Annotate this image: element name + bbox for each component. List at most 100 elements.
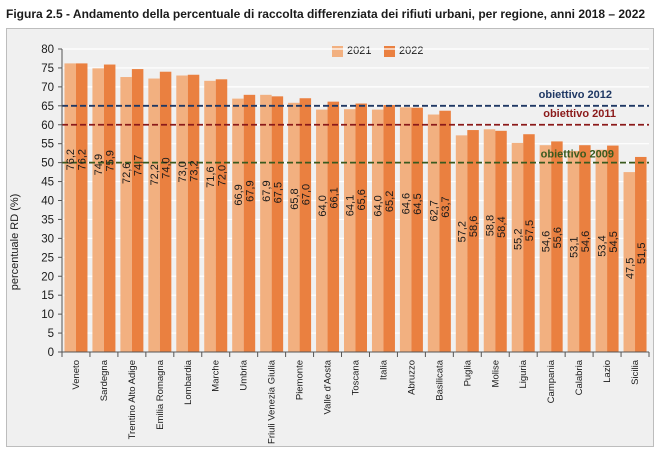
bar-2021: [399, 107, 412, 352]
bar-2021: [483, 129, 496, 352]
bar-2022: [299, 98, 312, 352]
bar-2021: [232, 98, 244, 353]
y-tick-label: 65: [41, 101, 54, 113]
x-tick-label: Emilia Romagna: [155, 359, 166, 429]
value-label: 64,5: [412, 193, 424, 214]
bar-2022: [327, 101, 340, 353]
bar-2022: [131, 69, 144, 352]
bar-2022: [411, 107, 423, 352]
value-label: 76,2: [77, 149, 89, 170]
value-label: 67,9: [244, 180, 256, 201]
bar-2021: [92, 68, 104, 352]
x-tick-label: Calabria: [574, 359, 585, 395]
value-label: 71,6: [205, 166, 217, 187]
bar-2022: [355, 103, 367, 352]
value-label: 67,0: [300, 184, 312, 205]
bar-2021: [567, 150, 580, 352]
value-label: 51,5: [636, 243, 648, 264]
value-label: 64,0: [317, 195, 329, 216]
x-tick-label: Trentino Alto Adige: [127, 360, 138, 439]
bar-2021: [539, 145, 552, 352]
value-label: 76,2: [65, 149, 77, 170]
x-tick-label: Puglia: [462, 359, 473, 386]
figure-title: Figura 2.5 - Andamento della percentuale…: [6, 7, 646, 21]
reference-line-label: obiettivo 2009: [541, 149, 614, 161]
x-tick-label: Liguria: [518, 359, 529, 388]
legend-item-2021: 2021: [332, 45, 371, 57]
bar-2022: [579, 145, 591, 352]
value-label: 63,7: [440, 196, 452, 217]
x-tick-label: Toscana: [351, 359, 362, 395]
y-tick-label: 10: [41, 309, 54, 321]
x-tick-label: Abruzzo: [406, 360, 417, 395]
x-tick-label: Sardegna: [99, 359, 110, 401]
x-tick-label: Piemonte: [295, 360, 306, 400]
x-tick-label: Basilicata: [434, 359, 445, 400]
y-tick-label: 45: [41, 177, 54, 189]
x-tick-label: Lazio: [602, 360, 613, 383]
value-label: 64,1: [345, 195, 357, 216]
bar-2022: [551, 141, 563, 352]
x-tick-label: Friuli Venezia Giulia: [267, 359, 278, 444]
bar-2021: [204, 80, 216, 352]
bar-2021: [623, 172, 636, 352]
value-label: 64,0: [373, 195, 385, 216]
y-tick-label: 5: [48, 328, 54, 340]
bar-2022: [635, 156, 647, 352]
y-tick-label: 25: [41, 252, 54, 264]
y-tick-label: 35: [41, 214, 54, 226]
bar-2021: [64, 63, 76, 353]
bar-2022: [383, 105, 395, 353]
legend-label-2022: 2022: [399, 45, 424, 57]
x-tick-label: Veneto: [71, 360, 82, 390]
x-tick-label: Sicilia: [630, 359, 641, 385]
y-tick-label: 50: [41, 158, 54, 170]
bar-2022: [467, 130, 479, 352]
y-tick-label: 70: [41, 82, 54, 94]
bar-2021: [288, 102, 300, 352]
y-tick-label: 20: [41, 271, 54, 283]
value-label: 73,0: [177, 161, 189, 182]
value-label: 65,8: [289, 188, 301, 209]
y-tick-label: 15: [41, 290, 54, 302]
x-tick-label: Valle d'Aosta: [323, 359, 334, 414]
bar-2021: [344, 109, 356, 352]
value-label: 74,7: [133, 155, 145, 176]
value-label: 58,4: [496, 216, 508, 237]
y-tick-label: 80: [41, 44, 54, 56]
y-tick-label: 60: [41, 120, 54, 132]
bar-2022: [271, 96, 284, 352]
value-label: 57,5: [524, 220, 536, 241]
bar-2021: [120, 77, 132, 352]
value-label: 54,6: [540, 231, 552, 252]
value-label: 58,6: [468, 216, 480, 237]
x-tick-label: Umbria: [239, 359, 250, 390]
value-label: 57,2: [457, 221, 469, 242]
value-label: 72,0: [216, 165, 228, 186]
x-tick-label: Campania: [546, 359, 557, 403]
reference-line-label: obiettivo 2012: [539, 89, 612, 101]
x-tick-label: Marche: [211, 360, 222, 392]
bar-2022: [75, 63, 88, 353]
y-tick-label: 30: [41, 233, 54, 245]
value-label: 62,7: [429, 200, 441, 221]
legend-swatch-2021: [332, 45, 343, 57]
value-label: 53,4: [596, 235, 608, 256]
value-label: 55,2: [512, 229, 524, 250]
bar-2021: [455, 135, 468, 352]
bar-2021: [371, 109, 384, 352]
value-label: 72,6: [121, 163, 133, 184]
legend-label-2021: 2021: [347, 45, 372, 57]
y-tick-label: 75: [41, 63, 54, 75]
value-label: 67,5: [272, 182, 284, 203]
bar-2021: [148, 78, 160, 352]
value-label: 65,2: [384, 191, 396, 212]
value-label: 72,2: [149, 164, 161, 185]
y-tick-label: 55: [41, 139, 54, 151]
bar-2022: [215, 79, 228, 353]
value-label: 73,2: [189, 160, 201, 181]
value-label: 54,5: [608, 231, 620, 252]
value-label: 55,6: [552, 227, 564, 248]
value-label: 74,9: [93, 154, 105, 175]
